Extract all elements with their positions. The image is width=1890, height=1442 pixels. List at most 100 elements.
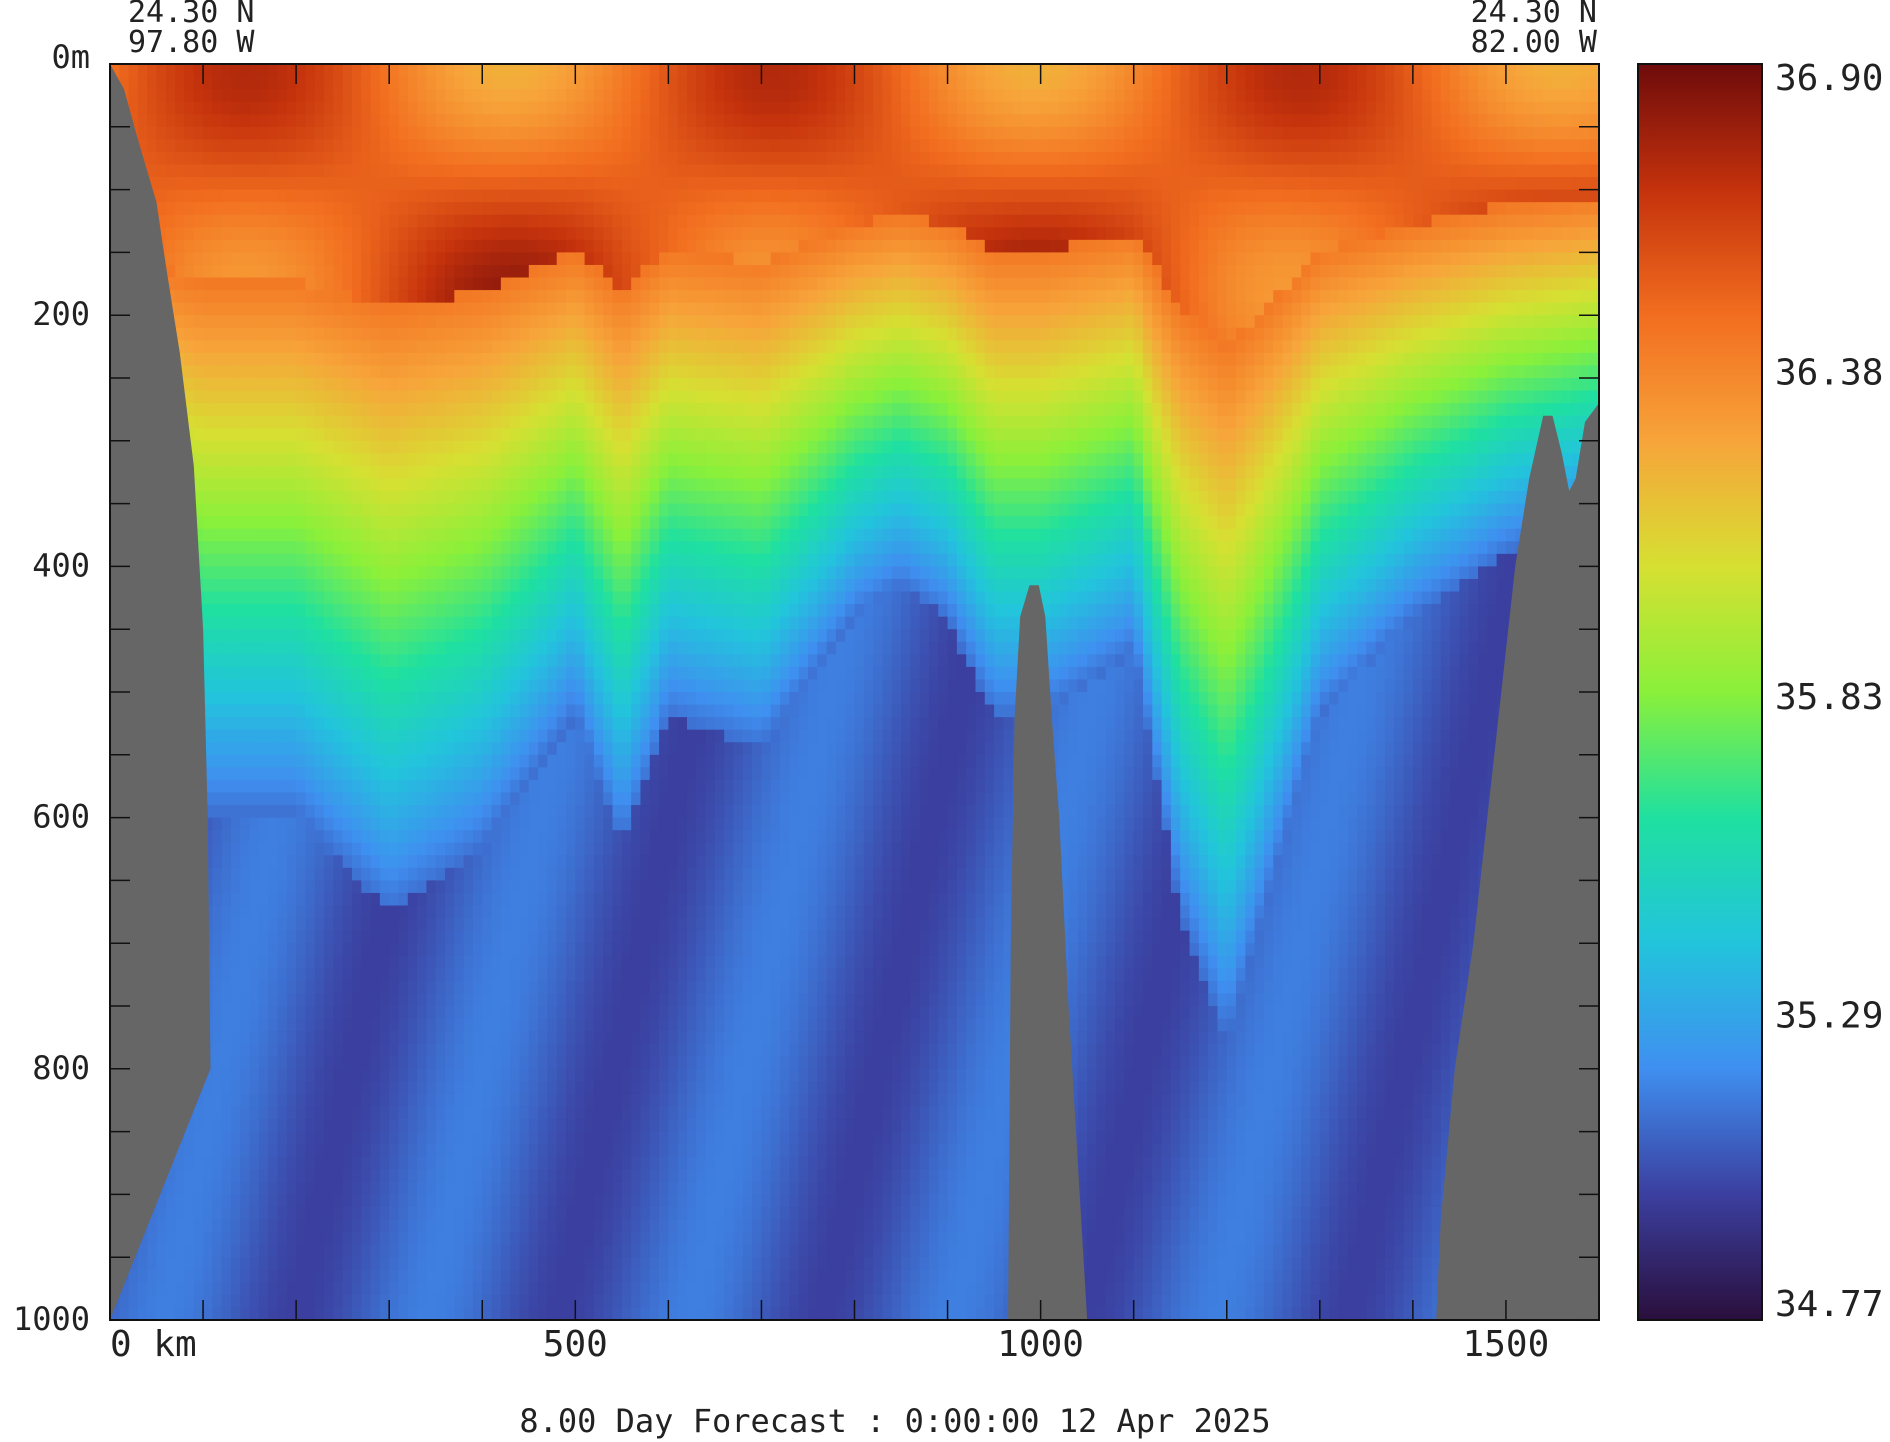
field-cell (538, 1131, 549, 1145)
field-cell (361, 692, 372, 706)
field-cell (463, 1156, 474, 1171)
field-cell (510, 943, 521, 957)
field-cell (212, 478, 223, 492)
field-cell (296, 89, 307, 103)
field-cell (324, 641, 335, 656)
field-cell (417, 1269, 428, 1284)
field-cell (491, 993, 502, 1007)
field-cell (333, 930, 344, 944)
field-cell (324, 151, 335, 166)
field-cell (556, 930, 567, 944)
field-cell (212, 779, 223, 794)
field-cell (547, 503, 558, 517)
field-cell (566, 202, 577, 216)
field-cell (454, 717, 465, 731)
field-cell (556, 1156, 567, 1171)
field-cell (538, 704, 549, 718)
field-cell (500, 453, 511, 467)
field-cell (305, 1206, 316, 1221)
field-cell (342, 1068, 353, 1083)
field-cell (389, 1282, 400, 1296)
field-cell (351, 64, 363, 78)
field-cell (398, 1206, 409, 1221)
field-cell (230, 1119, 242, 1133)
field-cell (454, 428, 465, 442)
field-cell (417, 779, 428, 794)
field-cell (379, 302, 390, 316)
field-cell (510, 1156, 521, 1171)
field-cell (286, 101, 297, 116)
field-cell (389, 1106, 400, 1120)
field-cell (379, 993, 390, 1007)
field-cell (240, 1244, 251, 1258)
field-cell (547, 817, 558, 831)
field-cell (156, 1232, 167, 1246)
field-cell (156, 126, 167, 141)
field-cell (463, 290, 474, 304)
field-cell (230, 1056, 242, 1070)
field-cell (519, 465, 530, 480)
field-cell (268, 378, 279, 392)
field-cell (389, 415, 400, 430)
field-cell (566, 1269, 577, 1284)
field-cell (324, 578, 335, 593)
field-cell (472, 264, 484, 279)
field-cell (445, 578, 456, 593)
field-cell (370, 1043, 381, 1058)
field-cell (417, 214, 428, 229)
field-cell (296, 905, 307, 919)
field-cell (538, 1269, 549, 1284)
field-cell (296, 327, 307, 342)
field-cell (435, 528, 446, 543)
field-cell (156, 139, 167, 153)
field-cell (463, 365, 474, 379)
field-cell (398, 1119, 409, 1133)
field-cell (324, 89, 335, 103)
field-cell (482, 1169, 493, 1183)
field-cell (389, 629, 400, 643)
field-cell (184, 1307, 195, 1320)
field-cell (528, 1244, 539, 1258)
field-cell (566, 139, 577, 153)
field-cell (351, 139, 363, 153)
field-cell (528, 616, 539, 630)
field-cell (203, 89, 214, 103)
field-cell (566, 491, 577, 505)
field-cell (482, 202, 493, 216)
field-cell (286, 553, 297, 568)
field-cell (240, 1181, 251, 1196)
field-cell (258, 302, 270, 316)
field-cell (147, 1282, 158, 1296)
field-cell (268, 340, 279, 354)
field-cell (333, 1093, 344, 1108)
field-cell (240, 114, 251, 128)
field-cell (398, 692, 409, 706)
field-cell (445, 89, 456, 103)
field-cell (519, 264, 530, 279)
field-cell (500, 666, 511, 681)
field-cell (240, 767, 251, 781)
field-cell (333, 415, 344, 430)
field-cell (314, 855, 325, 869)
field-cell (491, 1232, 502, 1246)
field-cell (119, 76, 130, 90)
field-cell (556, 151, 567, 166)
field-cell (491, 126, 502, 141)
field-cell (258, 277, 270, 291)
field-cell (203, 616, 214, 630)
field-cell (240, 842, 251, 857)
field-cell (221, 1232, 232, 1246)
field-cell (500, 440, 511, 455)
field-cell (538, 1244, 549, 1258)
field-cell (379, 930, 390, 944)
field-cell (333, 704, 344, 718)
field-cell (435, 955, 446, 970)
field-cell (268, 666, 279, 681)
field-cell (445, 679, 456, 693)
field-cell (426, 352, 437, 367)
field-cell (175, 1194, 186, 1208)
field-cell (361, 1043, 372, 1058)
field-cell (407, 1043, 418, 1058)
field-cell (379, 478, 390, 492)
field-cell (128, 101, 139, 116)
